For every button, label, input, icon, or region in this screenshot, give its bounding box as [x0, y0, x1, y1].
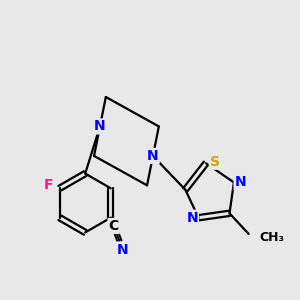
Text: N: N: [147, 149, 159, 163]
Text: N: N: [235, 176, 246, 189]
Text: N: N: [186, 211, 198, 225]
Text: S: S: [210, 155, 220, 169]
Text: N: N: [94, 119, 106, 134]
Text: C: C: [109, 219, 119, 233]
Text: F: F: [44, 178, 53, 192]
Text: N: N: [117, 242, 128, 256]
Text: CH₃: CH₃: [260, 231, 285, 244]
